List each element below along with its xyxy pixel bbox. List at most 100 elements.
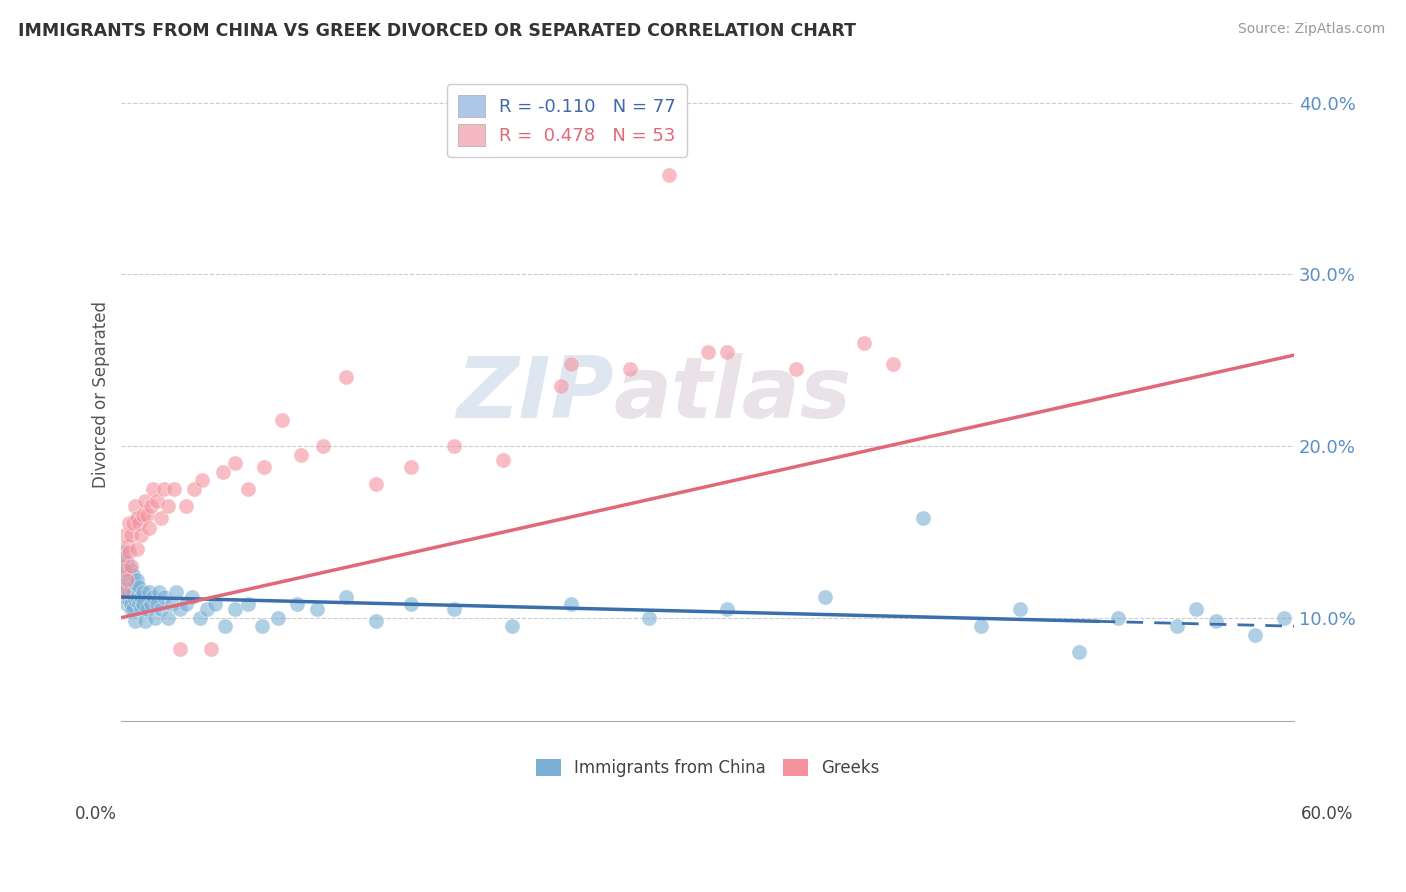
Point bbox=[120, 580, 142, 594]
Point bbox=[128, 580, 150, 594]
Point bbox=[132, 585, 155, 599]
Point bbox=[112, 550, 135, 565]
Point bbox=[399, 459, 422, 474]
Point bbox=[143, 610, 166, 624]
Point bbox=[157, 499, 180, 513]
Point bbox=[501, 619, 523, 633]
Point bbox=[114, 563, 136, 577]
Point bbox=[491, 452, 513, 467]
Point bbox=[696, 344, 718, 359]
Point bbox=[882, 357, 904, 371]
Point bbox=[112, 585, 135, 599]
Point bbox=[716, 602, 738, 616]
Point bbox=[312, 439, 335, 453]
Point bbox=[1244, 628, 1267, 642]
Point bbox=[285, 597, 308, 611]
Point bbox=[142, 590, 165, 604]
Point bbox=[114, 528, 136, 542]
Point bbox=[153, 482, 176, 496]
Point bbox=[224, 602, 246, 616]
Point bbox=[129, 590, 152, 604]
Point bbox=[120, 559, 142, 574]
Point bbox=[129, 602, 152, 616]
Point bbox=[135, 602, 157, 616]
Point bbox=[560, 597, 582, 611]
Point bbox=[120, 602, 142, 616]
Point bbox=[112, 550, 135, 565]
Point bbox=[128, 597, 150, 611]
Point bbox=[305, 602, 328, 616]
Point bbox=[117, 573, 139, 587]
Point bbox=[224, 456, 246, 470]
Point bbox=[270, 413, 292, 427]
Point bbox=[238, 597, 260, 611]
Point bbox=[149, 511, 172, 525]
Point bbox=[169, 641, 191, 656]
Point bbox=[117, 556, 139, 570]
Point bbox=[117, 539, 139, 553]
Point bbox=[1166, 619, 1188, 633]
Point bbox=[124, 593, 146, 607]
Point bbox=[145, 494, 167, 508]
Point bbox=[638, 610, 661, 624]
Point bbox=[174, 597, 197, 611]
Point bbox=[162, 597, 184, 611]
Text: atlas: atlas bbox=[614, 353, 852, 436]
Point bbox=[814, 590, 837, 604]
Point bbox=[122, 516, 145, 531]
Point bbox=[118, 567, 141, 582]
Point bbox=[1205, 614, 1227, 628]
Point bbox=[853, 336, 876, 351]
Point bbox=[214, 619, 236, 633]
Point bbox=[190, 474, 212, 488]
Point bbox=[138, 521, 160, 535]
Point bbox=[163, 482, 186, 496]
Point bbox=[188, 610, 211, 624]
Point bbox=[253, 459, 276, 474]
Point bbox=[122, 567, 145, 582]
Point bbox=[125, 541, 148, 556]
Point bbox=[124, 614, 146, 628]
Point bbox=[138, 585, 160, 599]
Point bbox=[267, 610, 290, 624]
Point bbox=[114, 590, 136, 604]
Point bbox=[125, 573, 148, 587]
Y-axis label: Divorced or Separated: Divorced or Separated bbox=[93, 301, 110, 488]
Point bbox=[443, 439, 465, 453]
Point bbox=[118, 545, 141, 559]
Point bbox=[970, 619, 993, 633]
Point bbox=[364, 476, 387, 491]
Point bbox=[132, 508, 155, 522]
Point bbox=[212, 465, 235, 479]
Point bbox=[128, 516, 150, 531]
Point bbox=[1107, 610, 1129, 624]
Point bbox=[120, 597, 142, 611]
Point bbox=[114, 545, 136, 559]
Point bbox=[250, 619, 273, 633]
Point bbox=[125, 511, 148, 525]
Text: ZIP: ZIP bbox=[457, 353, 614, 436]
Point bbox=[290, 448, 312, 462]
Point bbox=[139, 597, 162, 611]
Point bbox=[117, 573, 139, 587]
Point bbox=[335, 590, 357, 604]
Point bbox=[911, 511, 934, 525]
Point bbox=[135, 508, 157, 522]
Point bbox=[118, 593, 141, 607]
Point bbox=[124, 499, 146, 513]
Point bbox=[785, 361, 807, 376]
Point bbox=[335, 370, 357, 384]
Point bbox=[112, 567, 135, 582]
Point bbox=[139, 499, 162, 513]
Point bbox=[399, 597, 422, 611]
Point bbox=[117, 580, 139, 594]
Point bbox=[142, 482, 165, 496]
Point bbox=[148, 585, 170, 599]
Point bbox=[120, 528, 142, 542]
Text: IMMIGRANTS FROM CHINA VS GREEK DIVORCED OR SEPARATED CORRELATION CHART: IMMIGRANTS FROM CHINA VS GREEK DIVORCED … bbox=[18, 22, 856, 40]
Point bbox=[118, 516, 141, 531]
Point bbox=[122, 585, 145, 599]
Point bbox=[132, 597, 155, 611]
Point bbox=[443, 602, 465, 616]
Point bbox=[197, 602, 219, 616]
